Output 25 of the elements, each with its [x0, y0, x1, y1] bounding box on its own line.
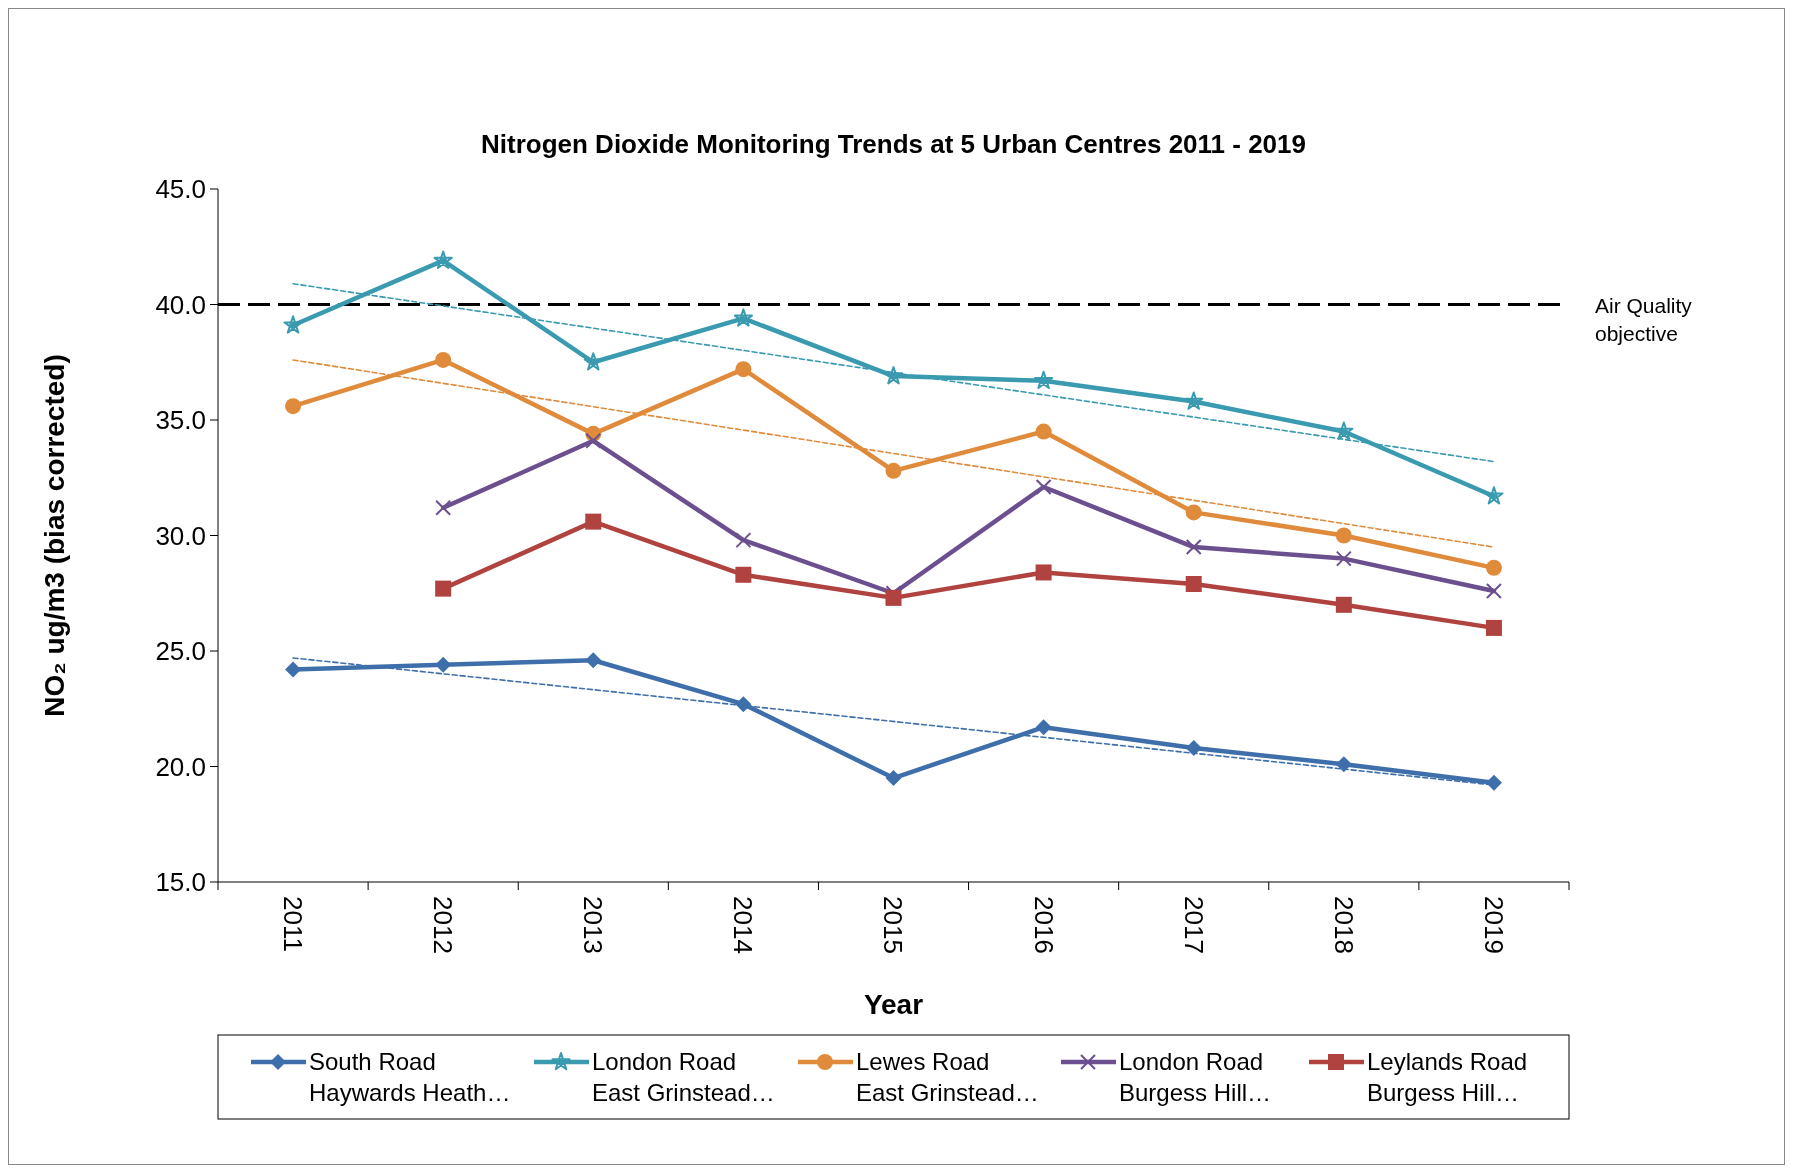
x-tick-label: 2014 [728, 896, 759, 954]
legend-label: Leylands Road Burgess Hill… [1367, 1048, 1528, 1106]
x-axis-title: Year [863, 989, 924, 1020]
chart-title: Nitrogen Dioxide Monitoring Trends at 5 Urban Centres 2011 - 2019 [481, 129, 1306, 159]
x-tick-label: 2017 [1178, 896, 1209, 954]
y-tick-label: 35.0 [155, 405, 206, 436]
x-tick-label: 2019 [1478, 896, 1509, 954]
x-tick-label: 2013 [578, 896, 609, 954]
y-tick-label: 20.0 [155, 751, 206, 782]
x-tick-label: 2018 [1328, 896, 1359, 954]
y-tick-label: 45.0 [155, 174, 206, 205]
y-tick-label: 15.0 [155, 867, 206, 898]
x-tick-label: 2016 [1028, 896, 1059, 954]
y-tick-label: 40.0 [155, 289, 206, 320]
legend-label: South Road Haywards Heath… [309, 1048, 511, 1106]
y-tick-label: 30.0 [155, 520, 206, 551]
legend-label: Lewes Road East Grinstead… [856, 1048, 1039, 1106]
legend-label: London Road East Grinstead… [592, 1048, 775, 1106]
x-tick-label: 2012 [428, 896, 459, 954]
y-tick-label: 25.0 [155, 636, 206, 667]
legend-label: London Road Burgess Hill… [1119, 1048, 1272, 1106]
y-axis-title: NO₂ ug/m3 (bias corrected) [39, 354, 70, 717]
x-tick-label: 2011 [277, 896, 308, 952]
x-tick-label: 2015 [878, 896, 909, 954]
ref-line-label: Air Quality objective [1595, 293, 1693, 345]
